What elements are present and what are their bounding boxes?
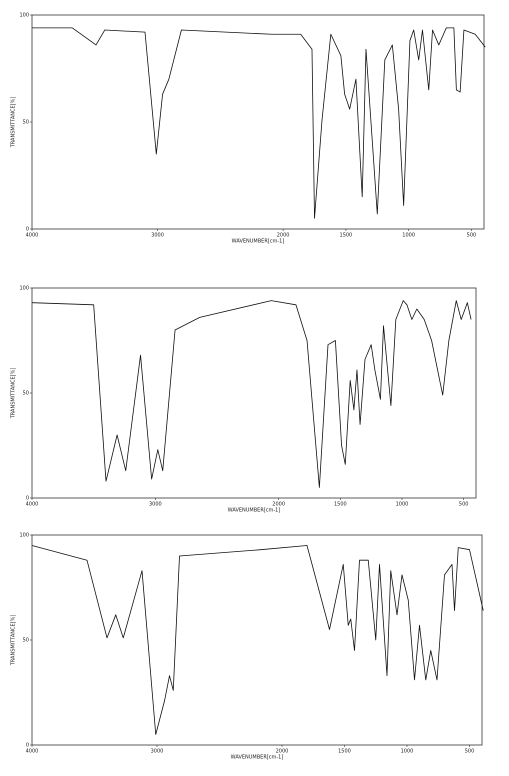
spectrum-chart: 4000 3000 2000 1500 1000 500 0 50 100 WAVENUMBER[… — [11, 13, 486, 245]
x-tick-label: 1000 — [396, 502, 409, 508]
x-tick-label: 2000 — [272, 502, 285, 508]
y-axis-label: TRANSMITTANCE[%] — [11, 368, 17, 420]
x-axis-label: WAVENUMBER[cm-1] — [228, 508, 281, 514]
x-tick-label: 4000 — [26, 749, 39, 755]
y-tick-label: 100 — [19, 13, 29, 19]
y-tick-label: 0 — [26, 743, 29, 749]
x-tick-label: 2000 — [277, 233, 290, 239]
y-axis-label: TRANSMITTANCE[%] — [11, 97, 17, 149]
x-tick-label: 3000 — [149, 502, 162, 508]
plot-frame — [31, 287, 477, 499]
x-tick-label: 1500 — [340, 233, 353, 239]
spectrum-line — [31, 545, 484, 735]
x-tick-label: 3000 — [151, 749, 164, 755]
x-tick-label: 4000 — [26, 233, 39, 239]
y-tick-label: 100 — [19, 533, 29, 539]
x-tick-label: 500 — [465, 749, 475, 755]
y-tick-label: 50 — [23, 120, 29, 126]
x-tick-label: 1500 — [338, 749, 351, 755]
x-tick-label: 2000 — [276, 749, 289, 755]
y-tick-label: 50 — [23, 391, 29, 397]
spectrum-chart: 4000 3000 2000 1500 1000 500 0 50 100 WAVENUMBER[… — [11, 286, 477, 514]
y-tick-label: 0 — [26, 496, 29, 502]
y-tick-label: 0 — [26, 227, 29, 233]
x-tick-label: 500 — [459, 502, 469, 508]
spectrum-line — [31, 300, 472, 488]
y-axis-label: TRANSMITTANCE[%] — [11, 615, 17, 667]
x-tick-label: 1000 — [402, 233, 415, 239]
spectrum-chart: 4000 3000 2000 1500 1000 500 0 50 100 WAVENUMBER[… — [11, 533, 484, 761]
x-axis-label: WAVENUMBER[cm-1] — [232, 239, 285, 245]
x-tick-label: 1500 — [334, 502, 347, 508]
x-tick-label: 500 — [467, 233, 477, 239]
x-axis-label: WAVENUMBER[cm-1] — [231, 755, 284, 761]
plot-frame — [31, 534, 483, 746]
spectrum-line — [32, 27, 486, 219]
y-tick-label: 100 — [19, 286, 29, 292]
x-tick-label: 4000 — [26, 502, 39, 508]
x-tick-label: 3000 — [151, 233, 164, 239]
y-tick-label: 50 — [23, 638, 29, 644]
x-tick-label: 1000 — [401, 749, 414, 755]
